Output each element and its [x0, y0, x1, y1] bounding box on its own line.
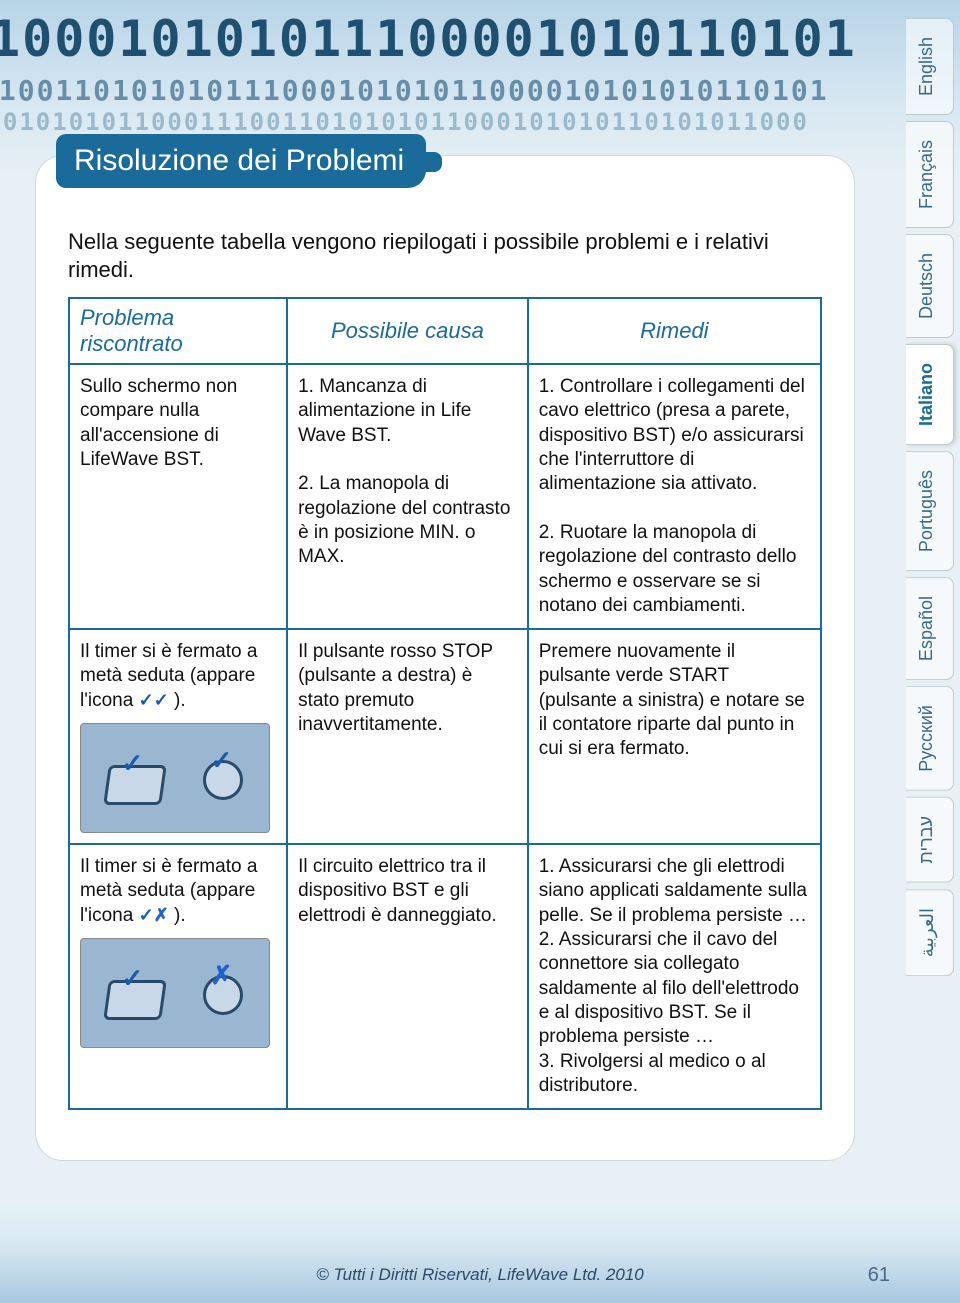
cause-text-2: Il pulsante rosso STOP (pulsante a destr… — [298, 641, 493, 735]
electrode-icon: ✗ — [191, 963, 251, 1023]
screen-photo-check-cross: ✓ ✗ — [80, 938, 270, 1048]
cell-remedy-2: Premere nuovamente il pulsante verde STA… — [528, 629, 821, 844]
cause-text-1: 1. Mancanza di alimentazione in Life Wav… — [298, 376, 510, 567]
cell-cause-2: Il pulsante rosso STOP (pulsante a destr… — [287, 629, 528, 844]
electrode-icon: ✓ — [191, 748, 251, 808]
lang-tab-arabic[interactable]: العربية — [906, 889, 954, 976]
cell-problem-1: Sullo schermo non compare nulla all'acce… — [69, 364, 287, 629]
check-icon: ✓ — [211, 744, 233, 777]
table-row: Il timer si è fermato a metà seduta (app… — [69, 844, 821, 1109]
cell-problem-2: Il timer si è fermato a metà seduta (app… — [69, 629, 287, 844]
table-row: Il timer si è fermato a metà seduta (app… — [69, 629, 821, 844]
binary-line-1: 100010101011100001010110101 — [0, 10, 857, 68]
cell-cause-3: Il circuito elettrico tra il dispositivo… — [287, 844, 528, 1109]
cross-icon: ✗ — [211, 959, 233, 992]
lang-tab-italiano[interactable]: Italiano — [906, 344, 954, 445]
page-title-tab: Risoluzione dei Problemi — [56, 134, 426, 188]
lang-tab-russian[interactable]: Русский — [906, 686, 954, 791]
cell-remedy-3: 1. Assicurarsi che gli elettrodi siano a… — [528, 844, 821, 1109]
lang-tab-deutsch[interactable]: Deutsch — [906, 234, 954, 338]
content-panel: Risoluzione dei Problemi Nella seguente … — [35, 155, 855, 1161]
lang-tab-english[interactable]: English — [906, 18, 954, 115]
check-icon: ✓ — [122, 747, 144, 780]
copyright-text: © Tutti i Diritti Riservati, LifeWave Lt… — [316, 1265, 643, 1284]
device-icon: ✓ — [100, 753, 170, 803]
problem-text-1: Sullo schermo non compare nulla all'acce… — [80, 376, 237, 470]
lang-tab-portugues[interactable]: Português — [906, 451, 954, 571]
troubleshooting-table: Problema riscontrato Possibile causa Rim… — [68, 297, 822, 1110]
col-header-remedy: Rimedi — [528, 298, 821, 364]
language-tabs: English Français Deutsch Italiano Portug… — [906, 18, 954, 976]
check-cross-inline-icon: ✓✗ — [139, 904, 169, 927]
col-header-cause: Possibile causa — [287, 298, 528, 364]
footer: © Tutti i Diritti Riservati, LifeWave Lt… — [0, 1265, 960, 1285]
problem-text-2-suffix: ). — [169, 690, 186, 711]
table-row: Sullo schermo non compare nulla all'acce… — [69, 364, 821, 629]
cell-problem-3: Il timer si è fermato a metà seduta (app… — [69, 844, 287, 1109]
cell-cause-1: 1. Mancanza di alimentazione in Life Wav… — [287, 364, 528, 629]
page-title: Risoluzione dei Problemi — [74, 144, 404, 177]
device-icon: ✓ — [100, 968, 170, 1018]
footer-gradient-background — [0, 1203, 960, 1303]
lang-tab-francais[interactable]: Français — [906, 121, 954, 228]
binary-line-2: 1100110101010111000101010110000101010101… — [0, 74, 829, 107]
screen-photo-check-check: ✓ ✓ — [80, 723, 270, 833]
check-icon: ✓ — [122, 962, 144, 995]
lang-tab-hebrew[interactable]: עברית — [906, 797, 954, 883]
col-header-problem: Problema riscontrato — [69, 298, 287, 364]
binary-line-3: 0101010101100011100110101010110001010101… — [0, 108, 809, 136]
cell-remedy-1: 1. Controllare i collegamenti del cavo e… — [528, 364, 821, 629]
lang-tab-espanol[interactable]: Español — [906, 577, 954, 680]
intro-text: Nella seguente tabella vengono riepiloga… — [68, 228, 822, 283]
page-number: 61 — [868, 1264, 890, 1287]
remedy-text-3: 1. Assicurarsi che gli elettrodi siano a… — [539, 856, 807, 1096]
check-check-inline-icon: ✓✓ — [139, 689, 169, 712]
title-notch — [406, 152, 442, 172]
remedy-text-1: 1. Controllare i collegamenti del cavo e… — [539, 376, 805, 616]
remedy-text-2: Premere nuovamente il pulsante verde STA… — [539, 641, 805, 759]
cause-text-3: Il circuito elettrico tra il dispositivo… — [298, 856, 497, 926]
problem-text-3-suffix: ). — [169, 905, 186, 926]
